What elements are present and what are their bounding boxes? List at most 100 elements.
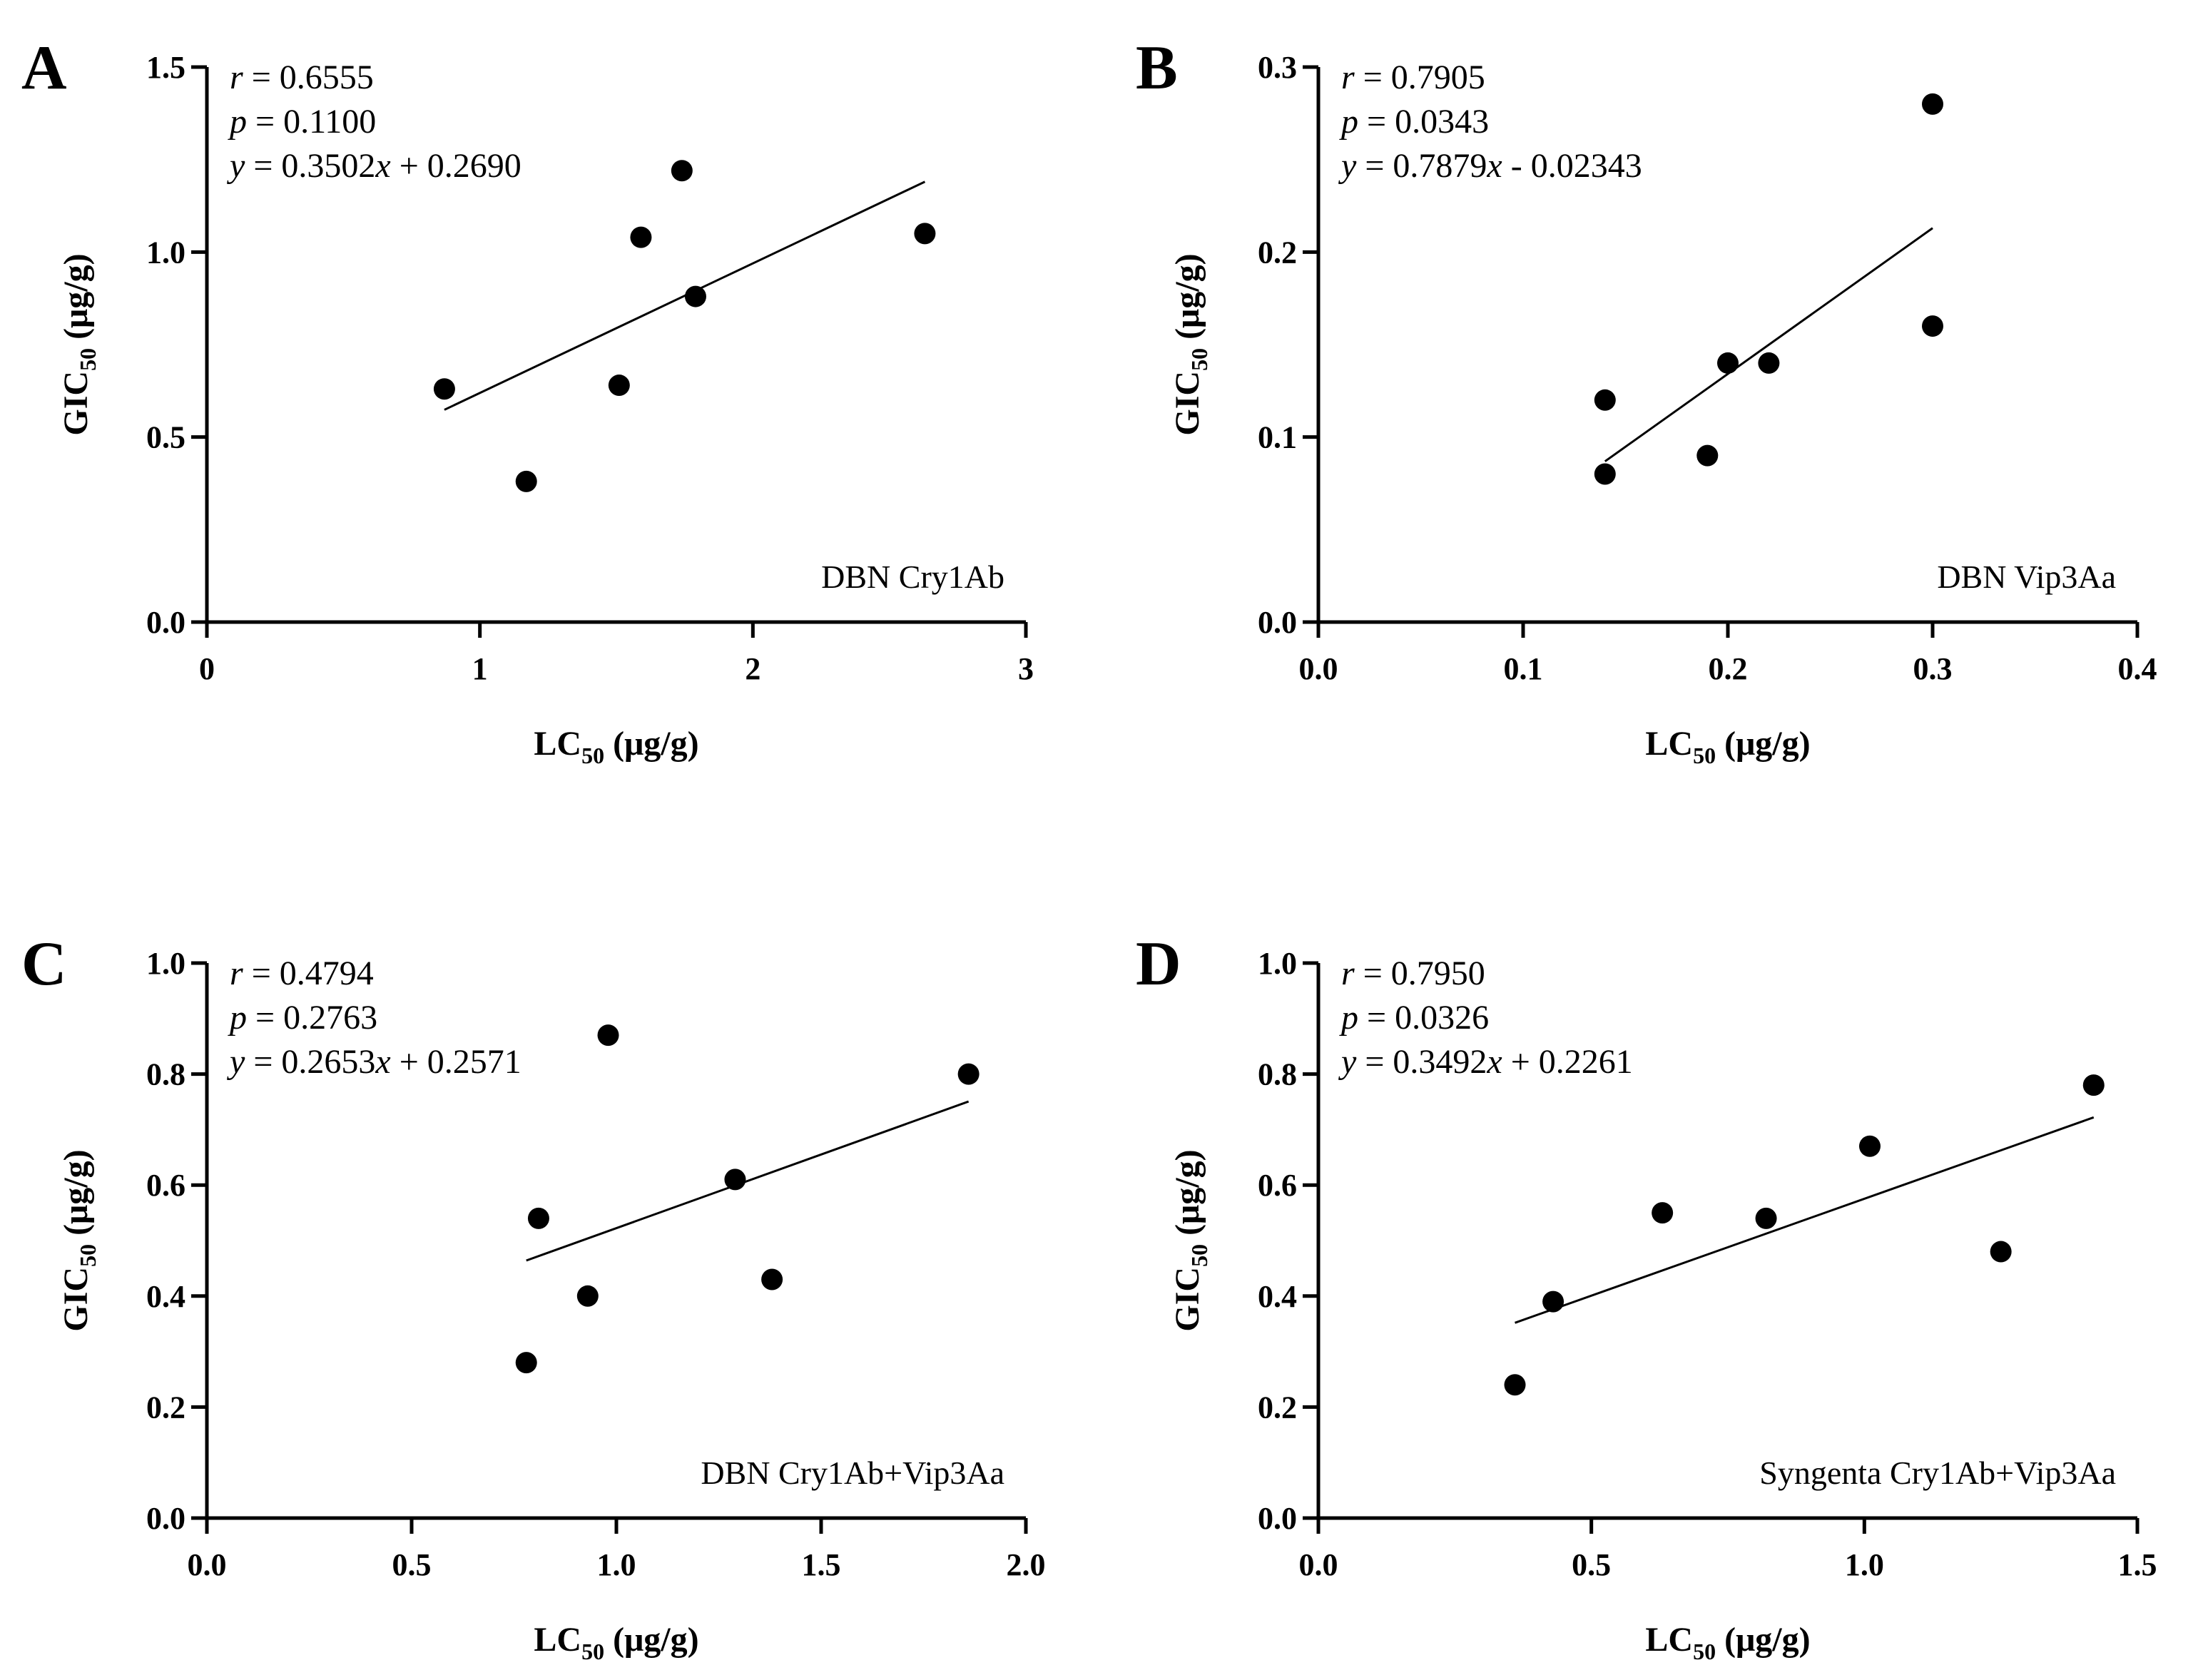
y-tick-label: 1.5	[146, 50, 185, 85]
data-point	[671, 160, 693, 182]
x-tick-label: 0.0	[188, 1547, 227, 1582]
y-tick-label: 1.0	[1258, 946, 1297, 981]
x-axis-label: LC50 (μg/g)	[534, 725, 698, 768]
y-tick-label: 0.2	[1258, 1390, 1297, 1425]
data-point	[1755, 1207, 1777, 1229]
panel-caption: DBN Cry1Ab+Vip3Aa	[701, 1455, 1004, 1491]
panel-caption: DBN Cry1Ab	[821, 559, 1004, 595]
x-tick-label: 0.2	[1709, 651, 1748, 686]
regression-line	[526, 1100, 970, 1262]
y-axis-label: GIC50 (μg/g)	[1169, 253, 1212, 435]
x-tick-label: 2	[745, 651, 760, 686]
stat-p: p = 0.2763	[228, 999, 377, 1037]
data-point	[1542, 1290, 1564, 1313]
x-tick-label: 1.0	[597, 1547, 636, 1582]
stat-p: p = 0.1100	[228, 103, 376, 141]
data-point	[515, 470, 537, 492]
y-axis-label: GIC50 (μg/g)	[57, 1149, 101, 1331]
y-tick-label: 0.6	[146, 1168, 185, 1203]
y-tick-label: 0.1	[1258, 420, 1297, 455]
data-point	[630, 226, 652, 248]
data-point	[515, 1352, 537, 1374]
y-tick-label: 0.8	[146, 1057, 185, 1092]
x-tick-label: 1	[472, 651, 488, 686]
data-point	[576, 1285, 599, 1307]
y-axis-label: GIC50 (μg/g)	[57, 253, 101, 435]
x-tick-label: 0.3	[1913, 651, 1953, 686]
x-tick-label: 0.0	[1299, 651, 1338, 686]
x-tick-label: 1.0	[1845, 1547, 1884, 1582]
data-point	[1594, 463, 1616, 485]
data-point	[724, 1169, 746, 1191]
data-point	[2082, 1074, 2105, 1096]
data-point	[527, 1207, 549, 1229]
stat-r: r = 0.6555	[230, 58, 374, 96]
x-tick-label: 3	[1018, 651, 1034, 686]
regression-line	[444, 180, 926, 411]
stat-p: p = 0.0343	[1339, 103, 1489, 141]
x-tick-label: 0.5	[392, 1547, 432, 1582]
data-point	[1858, 1135, 1881, 1157]
stat-equation: y = 0.3502x + 0.2690	[226, 147, 521, 185]
x-tick-label: 0.0	[1299, 1547, 1338, 1582]
data-point	[684, 285, 706, 307]
y-tick-label: 0.0	[146, 605, 185, 640]
data-point	[957, 1063, 980, 1085]
y-tick-label: 0.6	[1258, 1168, 1297, 1203]
y-tick-label: 0.5	[146, 420, 185, 455]
data-point	[608, 375, 630, 397]
panel-letter: A	[21, 34, 67, 103]
data-point	[1990, 1241, 2012, 1263]
data-point	[1922, 93, 1943, 115]
y-tick-label: 0.0	[146, 1501, 185, 1536]
x-axis-label: LC50 (μg/g)	[534, 1621, 698, 1664]
data-point	[1504, 1374, 1526, 1396]
panel-c: C 0.0 0.5 1.0 1.5 2.0 0.0 0.2 0.4 0.6 0.8 1.0 LC50 (…	[21, 930, 1046, 1664]
x-tick-label: 0.5	[1572, 1547, 1611, 1582]
stat-r: r = 0.7905	[1341, 58, 1485, 96]
stat-equation: y = 0.7879x - 0.02343	[1338, 147, 1642, 185]
panel-caption: Syngenta Cry1Ab+Vip3Aa	[1759, 1455, 2116, 1491]
regression-line	[1515, 1116, 2095, 1324]
x-tick-label: 2.0	[1007, 1547, 1046, 1582]
y-tick-label: 0.0	[1258, 605, 1297, 640]
regression-line	[1604, 227, 1933, 462]
stat-equation: y = 0.2653x + 0.2571	[226, 1043, 521, 1081]
data-point	[761, 1268, 783, 1290]
data-point	[433, 378, 455, 400]
data-point	[597, 1024, 619, 1047]
y-tick-label: 0.0	[1258, 1501, 1297, 1536]
stat-equation: y = 0.3492x + 0.2261	[1338, 1043, 1633, 1081]
y-tick-label: 0.4	[146, 1279, 185, 1314]
x-tick-label: 0	[199, 651, 215, 686]
stat-r: r = 0.7950	[1341, 954, 1485, 992]
data-point	[1594, 389, 1616, 411]
x-tick-label: 1.5	[802, 1547, 841, 1582]
data-point	[1696, 444, 1719, 467]
y-tick-label: 0.4	[1258, 1279, 1297, 1314]
y-tick-label: 0.3	[1258, 50, 1297, 85]
panel-b: B 0.0 0.1 0.2 0.3 0.4 0.0 0.1 0.2 0.3 LC50 (μg/g) G…	[1136, 34, 2157, 768]
x-tick-label: 0.4	[2118, 651, 2157, 686]
y-tick-label: 1.0	[146, 946, 185, 981]
y-tick-label: 0.8	[1258, 1057, 1297, 1092]
panel-a: A 0 1 2 3 0.0 0.5 1.0 1.5 LC50 (μg/g) GIC50 (μg/g)…	[21, 34, 1034, 768]
y-tick-label: 0.2	[146, 1390, 185, 1425]
stat-r: r = 0.4794	[230, 954, 374, 992]
x-axis-label: LC50 (μg/g)	[1645, 725, 1810, 768]
panel-letter: D	[1136, 930, 1181, 999]
data-point	[1652, 1202, 1674, 1224]
y-axis-label: GIC50 (μg/g)	[1169, 1149, 1212, 1331]
stat-p: p = 0.0326	[1339, 999, 1489, 1037]
data-point	[1758, 352, 1780, 374]
y-tick-label: 0.2	[1258, 235, 1297, 270]
panel-letter: B	[1136, 34, 1178, 103]
y-tick-label: 1.0	[146, 235, 185, 270]
data-point	[914, 223, 936, 245]
panel-letter: C	[21, 930, 67, 999]
data-point	[1717, 352, 1739, 374]
x-axis-label: LC50 (μg/g)	[1645, 1621, 1810, 1664]
panel-d: D 0.0 0.5 1.0 1.5 0.0 0.2 0.4 0.6 0.8 1.0 LC50 (μg/…	[1136, 930, 2157, 1664]
panel-caption: DBN Vip3Aa	[1937, 559, 2116, 595]
